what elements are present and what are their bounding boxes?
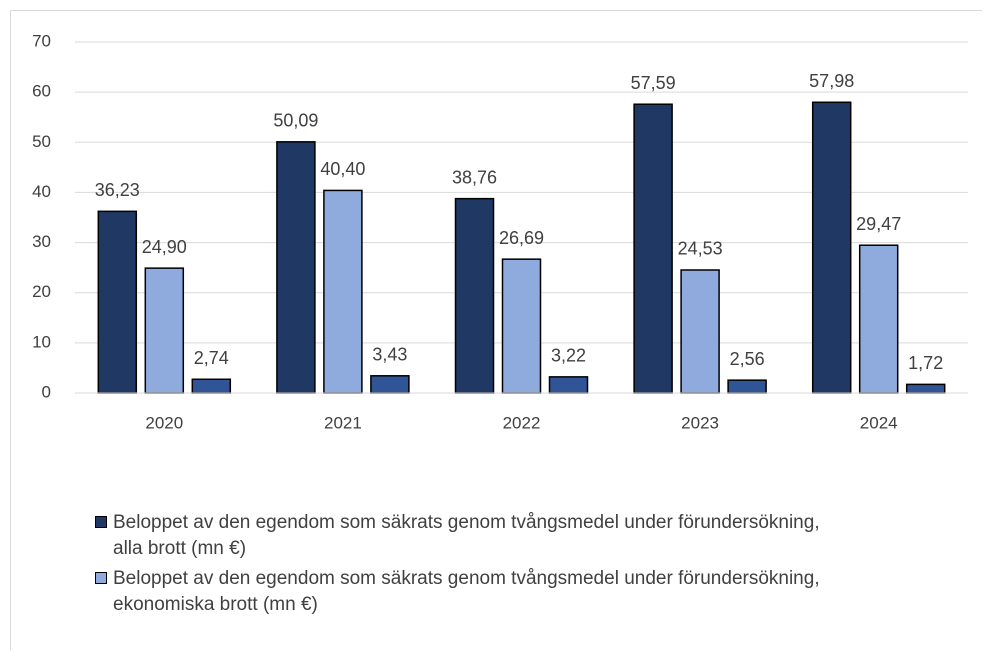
- legend-item: Beloppet av den egendom som säkrats geno…: [95, 566, 826, 618]
- bar: [633, 103, 673, 394]
- legend-label: Beloppet av den egendom som säkrats geno…: [113, 568, 820, 615]
- x-tick-label: 2023: [681, 413, 719, 432]
- data-label: 2,56: [730, 349, 765, 369]
- bar: [323, 189, 363, 394]
- bar: [97, 210, 138, 394]
- legend-swatch: [95, 572, 107, 584]
- bar: [905, 383, 946, 394]
- bar: [727, 379, 767, 394]
- data-label: 1,72: [908, 353, 943, 373]
- data-label: 29,47: [856, 214, 901, 234]
- bar: [548, 376, 589, 394]
- x-tick-label: 2020: [145, 413, 183, 432]
- data-label: 26,69: [499, 228, 544, 248]
- bar: [680, 269, 720, 394]
- data-label: 57,59: [631, 73, 676, 93]
- data-label: 24,53: [678, 239, 723, 259]
- x-tick-label: 2024: [860, 413, 898, 432]
- data-label: 36,23: [95, 180, 140, 200]
- data-label: 38,76: [452, 167, 497, 187]
- legend-swatch: [95, 516, 107, 528]
- data-label: 2,74: [194, 348, 229, 368]
- data-label: 50,09: [273, 111, 318, 131]
- y-tick-label: 20: [32, 282, 51, 301]
- bar: [454, 197, 495, 394]
- legend-label: Beloppet av den egendom som säkrats geno…: [113, 512, 820, 559]
- bar: [144, 267, 185, 394]
- chart-frame: [10, 10, 982, 650]
- data-label: 40,40: [320, 159, 365, 179]
- x-tick-label: 2021: [324, 413, 362, 432]
- bar: [276, 141, 316, 394]
- y-tick-label: 60: [32, 82, 51, 101]
- bar: [191, 378, 232, 394]
- y-tick-label: 70: [32, 31, 51, 50]
- x-tick-label: 2022: [503, 413, 541, 432]
- y-tick-label: 0: [42, 382, 51, 401]
- data-label: 3,43: [372, 345, 407, 365]
- y-tick-label: 30: [32, 232, 51, 251]
- bar: [370, 375, 410, 394]
- y-tick-label: 10: [32, 332, 51, 351]
- data-label: 24,90: [142, 237, 187, 257]
- data-label: 57,98: [809, 71, 854, 91]
- bar: [501, 258, 542, 394]
- data-label: 3,22: [551, 346, 586, 366]
- bar: [811, 101, 852, 394]
- y-tick-label: 40: [32, 182, 51, 201]
- y-tick-label: 50: [32, 132, 51, 151]
- legend-item: Beloppet av den egendom som säkrats geno…: [95, 510, 826, 562]
- bar: [858, 244, 899, 394]
